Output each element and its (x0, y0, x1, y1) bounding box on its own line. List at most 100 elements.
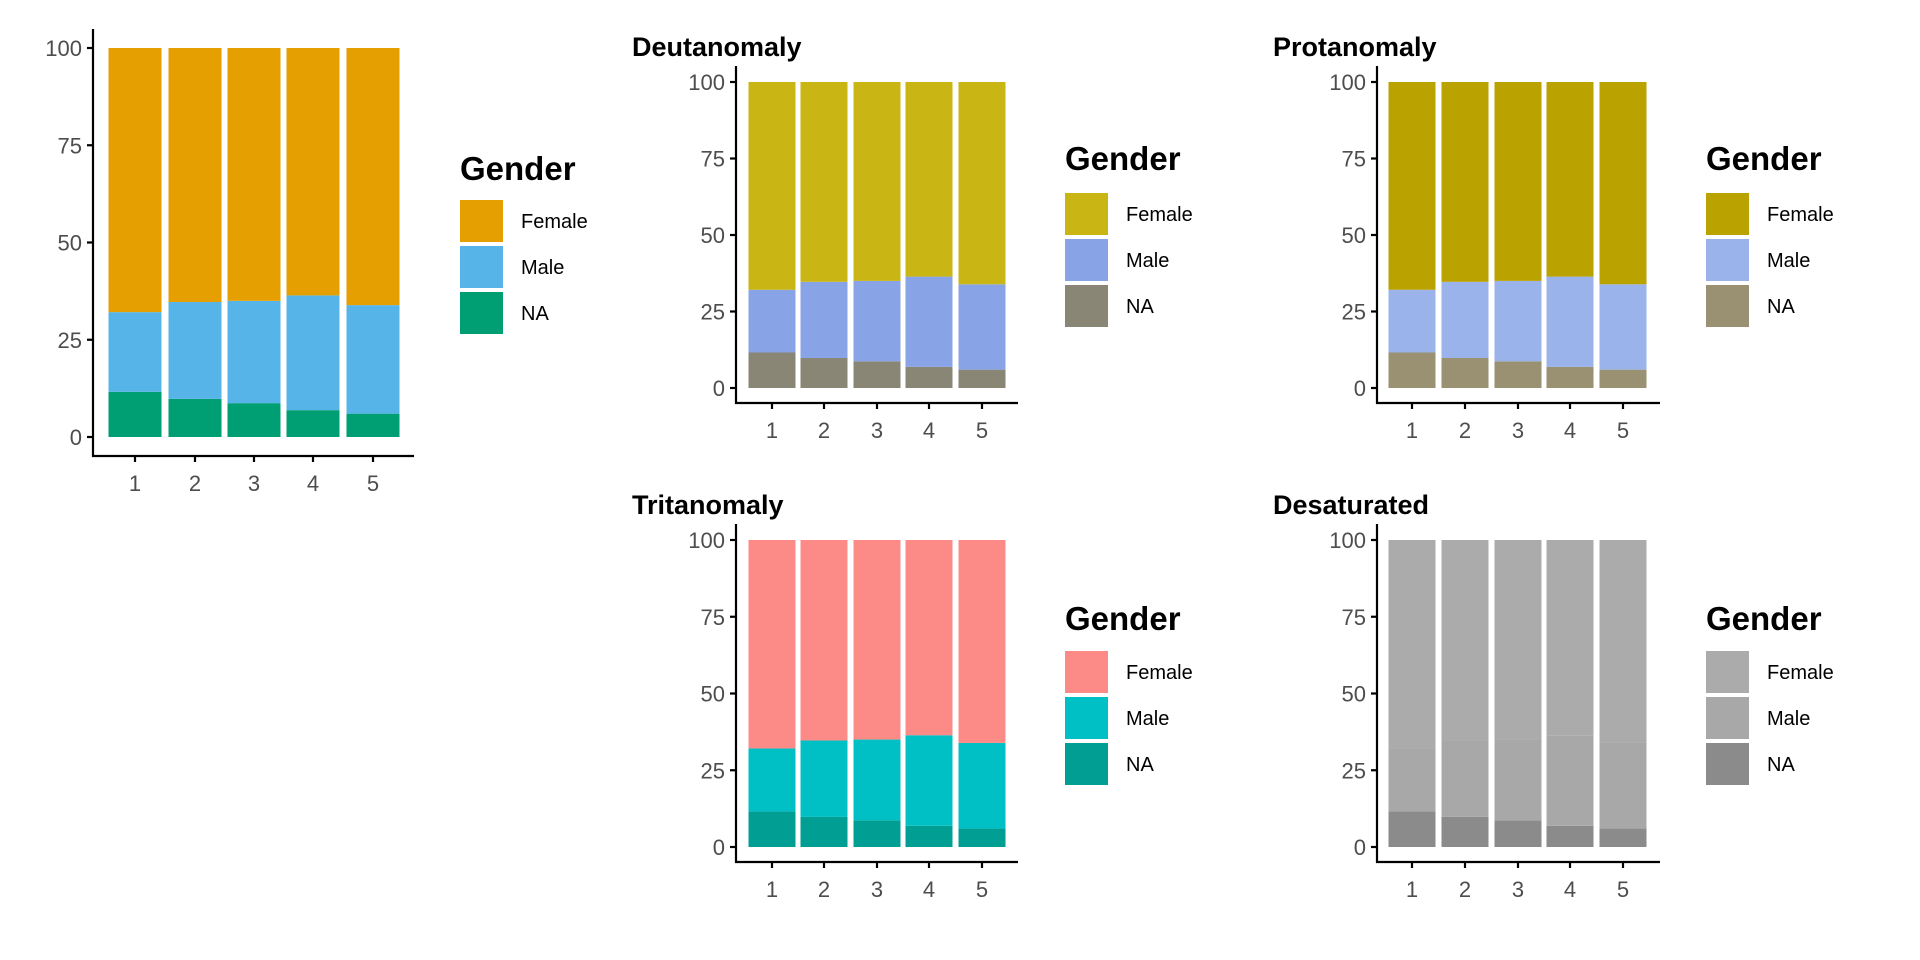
x-tick-label: 3 (871, 418, 883, 443)
bar-segment-male-5 (346, 305, 400, 414)
panel-title: Desaturated (1273, 490, 1429, 520)
legend: Gender Female Male NA (1065, 600, 1193, 785)
y-tick-label: 50 (701, 223, 725, 248)
bar-segment-female-5 (346, 48, 400, 306)
x-tick-label: 3 (871, 877, 883, 902)
y-tick-label: 0 (1354, 376, 1366, 401)
x-tick-label: 4 (307, 471, 319, 496)
panel-title: Deutanomaly (632, 32, 802, 62)
legend-label-male: Male (1767, 708, 1810, 730)
legend-label-na: NA (1126, 296, 1154, 318)
bar-segment-male-3 (1494, 280, 1542, 362)
y-tick-label: 100 (45, 36, 82, 61)
x-tick-label: 5 (976, 877, 988, 902)
x-tick-label: 1 (1406, 877, 1418, 902)
legend-label-female: Female (521, 211, 588, 233)
y-tick-label: 25 (1342, 758, 1366, 783)
x-tick-label: 5 (976, 418, 988, 443)
panel-deutanomaly: Deutanomaly 0 25 50 75 100 1 2 3 4 5 Gender Female Ma… (632, 32, 1193, 443)
bar-segment-male-1 (748, 289, 796, 353)
bar-segment-female-3 (1494, 540, 1542, 740)
bar-segment-na-3 (853, 820, 901, 847)
bar-segment-male-5 (1599, 284, 1647, 370)
y-tick-label: 50 (1342, 682, 1366, 707)
bar-segment-female-1 (1388, 82, 1436, 290)
legend-title: Gender (1065, 600, 1181, 637)
panel-protanomaly: Protanomaly 0 25 50 75 100 1 2 3 4 5 Gender Female Ma… (1273, 32, 1834, 443)
y-tick-label: 25 (1342, 300, 1366, 325)
bar-segment-male-1 (748, 748, 796, 812)
bar-segment-male-3 (853, 739, 901, 821)
x-tick-label: 1 (766, 418, 778, 443)
bar-segment-female-4 (1546, 540, 1594, 736)
bar-segment-male-4 (286, 295, 340, 411)
legend: Gender Female Male NA (460, 150, 588, 334)
bar-segment-male-4 (1546, 735, 1594, 826)
bar-segment-na-2 (1441, 358, 1489, 388)
legend-key-male (1065, 697, 1108, 739)
legend-label-female: Female (1767, 662, 1834, 684)
y-tick-label: 75 (701, 605, 725, 630)
legend-key-male (1065, 239, 1108, 281)
bar-segment-female-4 (286, 48, 340, 296)
bar-segment-na-3 (227, 403, 281, 437)
bar-segment-female-4 (905, 82, 953, 277)
bar-segment-na-2 (800, 358, 848, 388)
x-tick-label: 4 (1564, 877, 1576, 902)
panel-original: 0 25 50 75 100 1 2 3 4 5 Gender Female Male NA (45, 29, 588, 496)
legend-label-male: Male (1767, 250, 1810, 272)
legend-key-na (1065, 743, 1108, 785)
bar-segment-female-1 (108, 48, 162, 313)
x-tick-label: 3 (1512, 418, 1524, 443)
bar-segment-female-4 (1546, 82, 1594, 277)
bar-segment-na-4 (1546, 366, 1594, 388)
y-tick-label: 0 (1354, 835, 1366, 860)
bar-segment-female-3 (853, 540, 901, 740)
bar-segment-na-5 (958, 369, 1006, 388)
y-tick-label: 25 (701, 300, 725, 325)
bar-segment-female-1 (748, 540, 796, 749)
y-tick-label: 25 (701, 758, 725, 783)
bar-segment-male-4 (1546, 276, 1594, 367)
y-tick-label: 100 (688, 528, 725, 553)
y-tick-label: 75 (1342, 605, 1366, 630)
panel-tritanomaly: Tritanomaly 0 25 50 75 100 1 2 3 4 5 Gender Female Ma… (632, 490, 1193, 902)
bar-segment-female-3 (853, 82, 901, 281)
bar-segment-na-1 (748, 811, 796, 847)
y-tick-label: 50 (701, 682, 725, 707)
bar-segment-male-3 (227, 300, 281, 404)
bar-segment-female-1 (1388, 540, 1436, 749)
bar-segment-male-3 (853, 280, 901, 362)
bar-segment-male-2 (1441, 281, 1489, 359)
x-tick-label: 1 (129, 471, 141, 496)
x-tick-label: 2 (818, 877, 830, 902)
bar-segment-female-5 (1599, 82, 1647, 285)
bar-segment-na-5 (958, 828, 1006, 847)
y-tick-label: 100 (1329, 528, 1366, 553)
legend: Gender Female Male NA (1065, 140, 1193, 327)
legend-key-female (1065, 193, 1108, 235)
bar-segment-female-2 (1441, 540, 1489, 741)
panel-title: Protanomaly (1273, 32, 1437, 62)
legend-title: Gender (1706, 140, 1822, 177)
legend-key-na (1706, 285, 1749, 327)
bar-segment-na-2 (168, 398, 222, 437)
legend: Gender Female Male NA (1706, 600, 1834, 785)
bar-segment-na-1 (1388, 811, 1436, 847)
legend-label-male: Male (1126, 250, 1169, 272)
legend-key-male (1706, 239, 1749, 281)
bar-segment-na-2 (1441, 816, 1489, 847)
y-tick-label: 0 (70, 425, 82, 450)
legend-label-na: NA (1767, 754, 1795, 776)
legend-key-female (1706, 193, 1749, 235)
bar-segment-na-1 (1388, 352, 1436, 388)
bar-segment-male-1 (1388, 289, 1436, 353)
legend-key-female (460, 200, 503, 242)
y-tick-label: 0 (713, 835, 725, 860)
bar-segment-na-1 (748, 352, 796, 388)
y-tick-label: 0 (713, 376, 725, 401)
legend-label-na: NA (521, 303, 549, 325)
x-tick-label: 2 (1459, 418, 1471, 443)
y-tick-label: 50 (58, 231, 82, 256)
